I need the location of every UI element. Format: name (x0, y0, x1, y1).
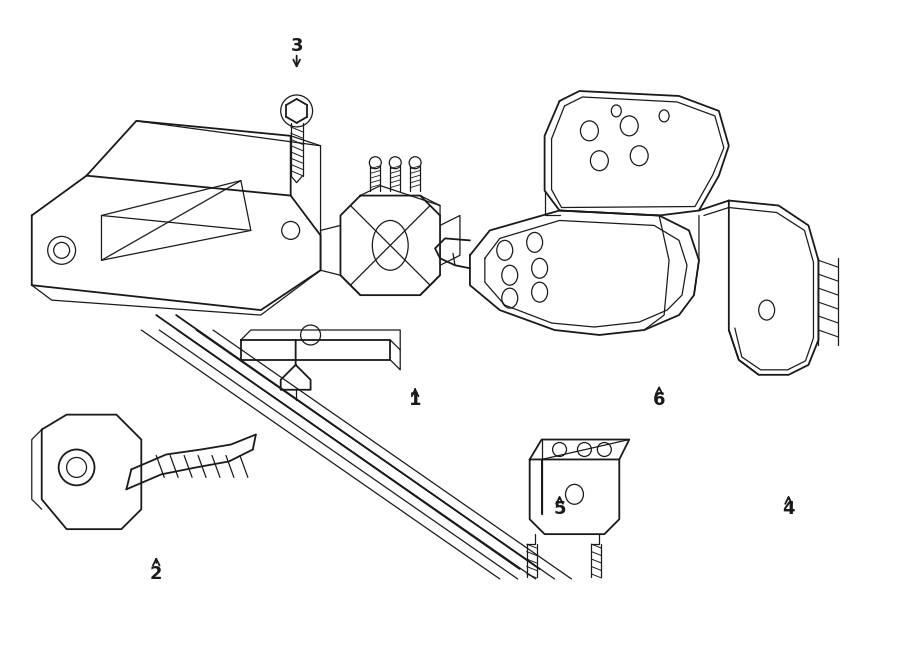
Text: 5: 5 (554, 500, 566, 518)
Text: 6: 6 (652, 391, 665, 408)
Text: 1: 1 (409, 391, 421, 408)
Text: 3: 3 (291, 37, 303, 56)
Text: 2: 2 (150, 565, 163, 583)
Text: 4: 4 (782, 500, 795, 518)
